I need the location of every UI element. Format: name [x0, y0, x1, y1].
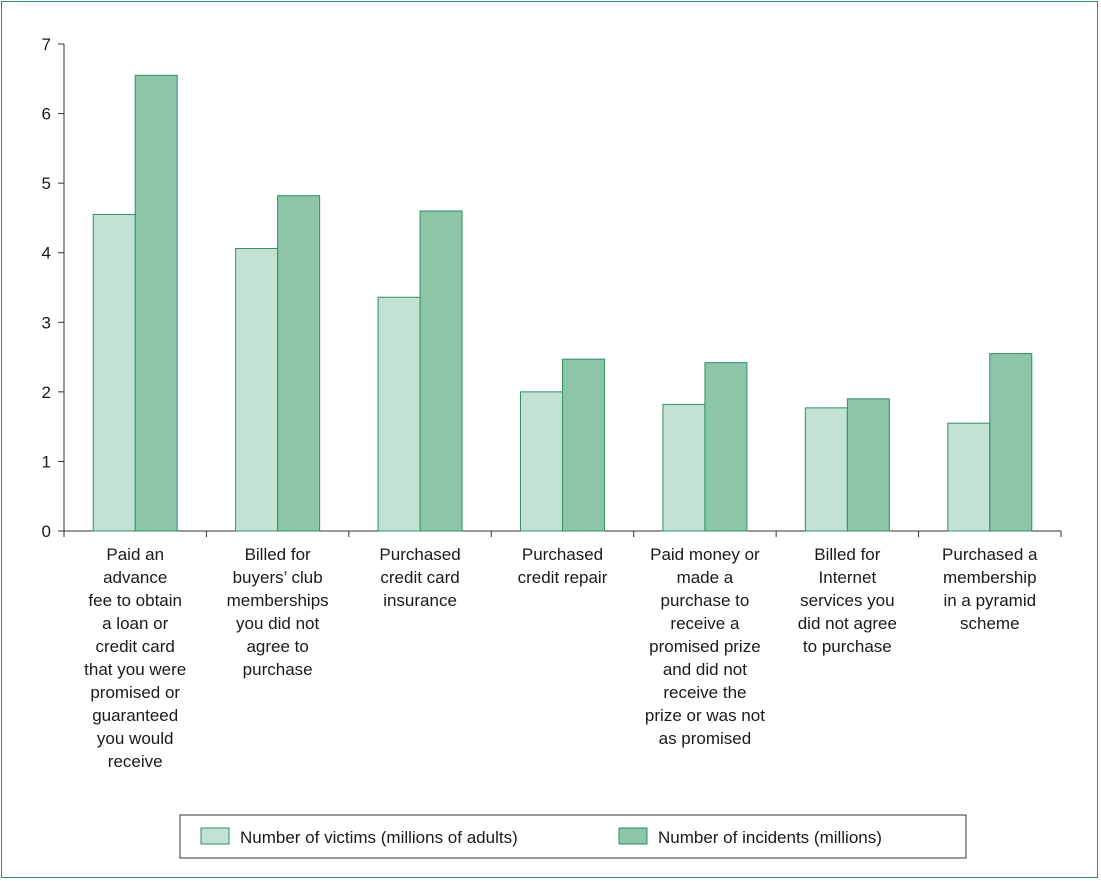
- category-labels: Paid an advance fee to obtain a loan or cred…: [84, 545, 1038, 771]
- x-category-label: Purchased a membership in a pyramid scheme: [942, 545, 1038, 633]
- y-tick-label: 2: [42, 383, 51, 402]
- bar-series-2-cat-2: [277, 195, 321, 532]
- legend-label-1: Number of victims (millions of adults): [240, 828, 518, 847]
- x-category-label: Purchased credit repair: [518, 545, 608, 587]
- x-category-label: Billed for Internet services you did not ag…: [798, 545, 897, 656]
- x-category-label: Purchased credit card insurance: [379, 545, 460, 610]
- bar-series-1-cat-7: [947, 422, 991, 532]
- legend: Number of victims (millions of adults) Nu…: [179, 814, 967, 859]
- y-tick-label: 5: [42, 174, 51, 193]
- y-tick-label: 1: [42, 452, 51, 471]
- bar-series-1-cat-6: [804, 407, 848, 532]
- axes: 0 1 2 3 4 5 6 7: [42, 35, 1062, 541]
- bar-series-1-cat-3: [377, 296, 421, 532]
- bar-series-2-cat-1: [134, 74, 178, 532]
- bar-series-2-cat-5: [704, 362, 748, 532]
- y-tick-label: 6: [42, 105, 51, 124]
- bar-series-2-cat-7: [989, 353, 1033, 532]
- bars: [92, 74, 1033, 532]
- y-tick-label: 0: [42, 522, 51, 541]
- bar-series-2-cat-6: [846, 398, 890, 532]
- y-tick-label: 4: [42, 244, 51, 263]
- y-tick-label: 7: [42, 35, 51, 54]
- y-tick-label: 3: [42, 313, 51, 332]
- x-category-label: Paid an advance fee to obtain a loan or cred…: [84, 545, 186, 771]
- bar-series-2-cat-4: [562, 358, 605, 532]
- bar-series-1-cat-5: [662, 403, 706, 532]
- legend-swatch-1: [200, 827, 230, 845]
- bar-series-1-cat-4: [520, 391, 563, 532]
- bar-series-1-cat-2: [235, 248, 279, 532]
- bar-series-2-cat-3: [419, 210, 463, 532]
- legend-swatch-2: [618, 827, 648, 845]
- legend-box: [179, 814, 967, 859]
- legend-label-2: Number of incidents (millions): [658, 828, 882, 847]
- x-category-label: Billed for buyers’ club memberships you did…: [227, 545, 329, 679]
- bar-series-1-cat-1: [92, 213, 136, 532]
